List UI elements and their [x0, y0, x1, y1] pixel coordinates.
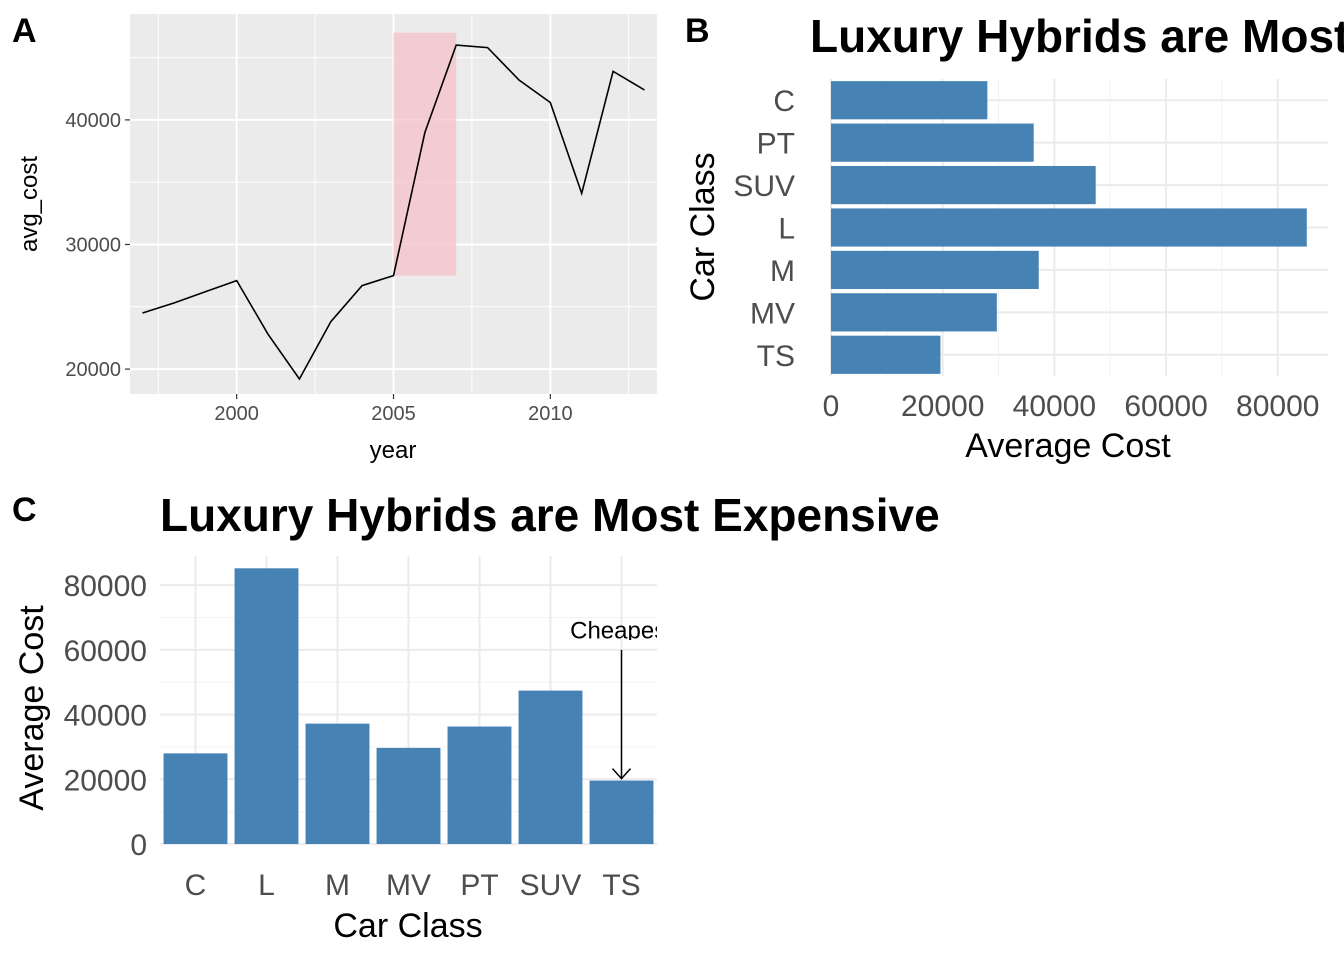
y-tick-label: 20000: [64, 764, 147, 797]
panel-b-axes: C PT SUV LM MV TS 0 20000 40000 60000 80000: [733, 85, 1319, 423]
y-tick-label: M: [770, 255, 795, 288]
y-tick-label: MV: [750, 297, 795, 330]
panel-a: A 2000 2005 2010 20000 30000 40000 year avg_c…: [12, 12, 657, 464]
x-tick-label: PT: [460, 869, 498, 902]
annotation-text: Cheapest: [570, 617, 673, 644]
bar-M: [831, 250, 1039, 290]
y-tick-label: 80000: [64, 570, 147, 603]
x-tick-label: SUV: [520, 869, 582, 902]
panel-c: C Luxury Hybrids are Most Expensive Chea…: [12, 489, 940, 945]
panel-b-tag: B: [685, 12, 710, 50]
panel-a-x-axis-label: year: [370, 437, 417, 464]
y-tick-label: PT: [757, 128, 795, 161]
y-tick-label: 40000: [64, 700, 147, 733]
panel-c-tag: C: [12, 491, 37, 529]
panel-a-y-axis-label: avg_cost: [16, 156, 43, 252]
y-tick-label: 20000: [65, 359, 121, 381]
bar-MV: [831, 293, 997, 332]
panel-b: B Luxury Hybrids are Most Expensive C PT S…: [684, 10, 1344, 465]
bar-M: [305, 723, 370, 844]
x-tick-label: 20000: [901, 390, 984, 423]
panel-b-bars: [831, 81, 1307, 374]
x-tick-label: L: [258, 869, 275, 902]
panel-c-axes: C L M MV PT SUV TS 0 20000 40000 60000 80000: [64, 570, 641, 902]
bar-SUV: [831, 165, 1096, 205]
bar-SUV: [518, 690, 583, 844]
x-tick-label: 2000: [214, 403, 259, 425]
annotation-arrowhead: [611, 768, 632, 780]
bar-L: [831, 208, 1307, 247]
x-tick-label: MV: [386, 869, 431, 902]
x-tick-label: C: [185, 869, 207, 902]
bar-C: [163, 753, 228, 844]
bar-TS: [831, 335, 941, 374]
x-tick-label: 60000: [1124, 390, 1207, 423]
panel-c-title: Luxury Hybrids are Most Expensive: [160, 489, 940, 541]
panel-b-y-axis-label: Car Class: [684, 152, 722, 301]
bar-PT: [447, 726, 512, 844]
series-line: [142, 44, 645, 381]
y-tick-label: 60000: [64, 635, 147, 668]
x-tick-label: 2005: [371, 403, 416, 425]
y-tick-label: SUV: [733, 170, 795, 203]
x-tick-label: 0: [823, 390, 840, 423]
bar-MV: [376, 747, 441, 844]
panel-a-axes: 2000 2005 2010 20000 30000 40000: [65, 110, 572, 425]
x-tick-label: M: [325, 869, 350, 902]
bar-TS: [589, 780, 654, 844]
bar-L: [234, 568, 299, 844]
panel-c-x-axis-label: Car Class: [333, 907, 482, 945]
panel-b-x-axis-label: Average Cost: [965, 427, 1171, 465]
x-tick-label: 40000: [1013, 390, 1096, 423]
x-tick-label: TS: [602, 869, 640, 902]
x-tick-label: 2010: [528, 403, 573, 425]
bar-C: [831, 81, 988, 120]
y-tick-label: TS: [757, 340, 795, 373]
y-tick-label: C: [773, 85, 795, 118]
x-tick-label: 80000: [1236, 390, 1319, 423]
panel-c-annotation: Cheapest: [570, 617, 673, 780]
y-tick-label: L: [778, 213, 795, 246]
panel-c-y-axis-label: Average Cost: [13, 605, 51, 811]
y-tick-label: 0: [130, 829, 147, 862]
y-tick-label: 30000: [65, 234, 121, 256]
bar-PT: [831, 123, 1034, 162]
panel-a-tag: A: [12, 12, 37, 50]
panel-b-title: Luxury Hybrids are Most Expensive: [810, 10, 1344, 62]
panel-c-bars: [163, 568, 654, 844]
y-tick-label: 40000: [65, 110, 121, 132]
